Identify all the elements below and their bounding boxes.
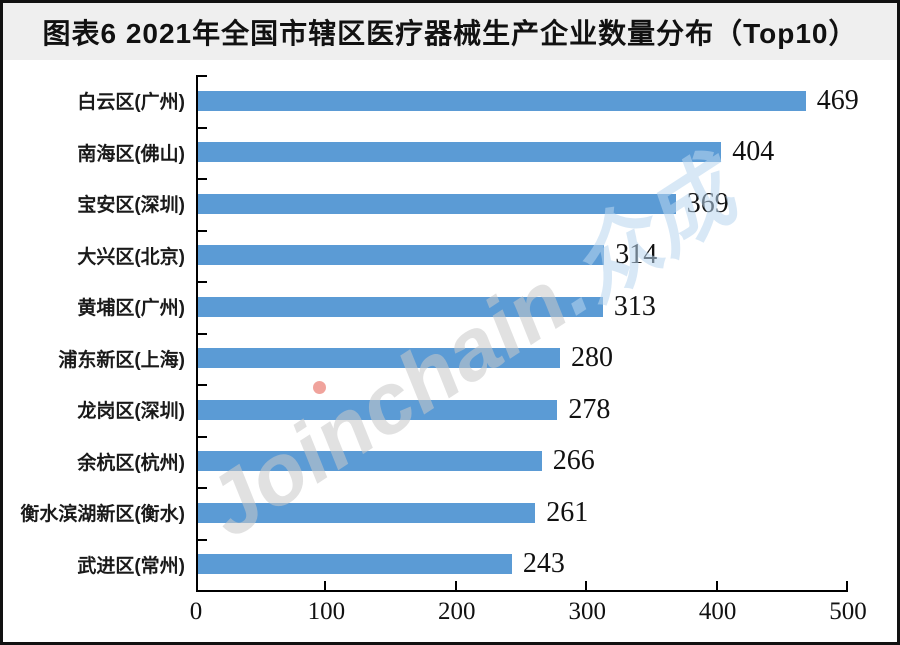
y-tick — [198, 75, 207, 77]
x-tick — [846, 581, 848, 590]
y-tick — [198, 384, 207, 386]
bar-track: 314 — [196, 239, 846, 271]
value-label: 313 — [613, 290, 656, 322]
bar — [196, 451, 542, 472]
bar-row: 龙岗区(深圳) 278 — [3, 384, 897, 436]
bar — [196, 296, 603, 317]
value-label: 266 — [552, 445, 595, 477]
bar — [196, 399, 558, 420]
x-tick-label: 500 — [829, 598, 867, 625]
category-label: 衡水滨湖新区(衡水) — [20, 504, 185, 526]
value-label: 280 — [571, 342, 613, 374]
bar — [196, 193, 676, 214]
value-label: 278 — [568, 393, 611, 425]
value-label: 404 — [732, 136, 775, 168]
category-label: 白云区(广州) — [77, 92, 185, 114]
bar-track: 369 — [196, 188, 846, 220]
bar-row: 南海区(佛山) 404 — [3, 127, 897, 179]
value-label: 469 — [816, 84, 859, 116]
bar — [196, 554, 512, 575]
x-tick — [454, 581, 457, 590]
bar — [196, 90, 806, 111]
x-tick-label: 300 — [568, 598, 606, 625]
y-tick — [198, 126, 207, 129]
y-axis — [196, 75, 207, 592]
y-tick — [198, 281, 207, 283]
bar-row: 武进区(常州) 243 — [3, 539, 897, 591]
category-label: 龙岗区(深圳) — [77, 401, 185, 423]
bar-row: 余杭区(杭州) 266 — [3, 436, 897, 488]
category-label: 黄埔区(广州) — [77, 298, 185, 320]
bar-rows: 白云区(广州) 469 南海区(佛山) 404 宝安区(深圳) 369 大兴区(… — [3, 75, 897, 590]
bar-track: 278 — [196, 394, 846, 426]
y-tick — [198, 229, 207, 232]
bar-row: 衡水滨湖新区(衡水) 261 — [3, 487, 897, 539]
bar-row: 浦东新区(上海) 280 — [3, 333, 897, 385]
x-tick — [324, 581, 327, 590]
bar — [196, 348, 560, 369]
x-axis: 0 100 200 300 400 500 — [190, 581, 867, 625]
value-label: 369 — [686, 187, 729, 219]
y-tick — [198, 435, 207, 438]
x-tick-label: 100 — [307, 598, 346, 625]
title-band: 图表6 2021年全国市辖区医疗器械生产企业数量分布（Top10） — [3, 3, 897, 60]
category-label: 南海区(佛山) — [77, 143, 185, 165]
x-tick-label: 200 — [438, 598, 476, 625]
category-label: 余杭区(杭州) — [77, 452, 185, 474]
bar-track: 261 — [196, 497, 846, 529]
y-tick — [198, 538, 207, 541]
bar-track: 243 — [196, 548, 846, 580]
value-label: 314 — [615, 239, 658, 271]
value-label: 243 — [522, 548, 565, 580]
bar-track: 280 — [196, 342, 846, 374]
category-label: 武进区(常州) — [77, 555, 185, 577]
x-tick — [715, 581, 718, 590]
x-tick-label: 400 — [698, 598, 737, 625]
y-tick — [198, 487, 207, 489]
bar-row: 白云区(广州) 469 — [3, 75, 897, 127]
bar-row: 宝安区(深圳) 369 — [3, 178, 897, 230]
plot-area: 白云区(广州) 469 南海区(佛山) 404 宝安区(深圳) 369 大兴区(… — [3, 60, 897, 642]
bar-row: 黄埔区(广州) 313 — [3, 281, 897, 333]
category-label: 大兴区(北京) — [77, 246, 185, 268]
bar — [196, 142, 722, 163]
bar-track: 469 — [196, 85, 859, 117]
bar-track: 404 — [196, 136, 846, 168]
y-tick — [198, 178, 207, 180]
chart-title: 图表6 2021年全国市辖区医疗器械生产企业数量分布（Top10） — [42, 17, 858, 49]
bar — [196, 502, 536, 523]
category-label: 宝安区(深圳) — [77, 195, 185, 217]
y-tick — [198, 332, 207, 335]
value-label: 261 — [546, 496, 589, 528]
x-tick — [585, 581, 588, 590]
x-tick-label: 0 — [189, 598, 203, 625]
bar — [196, 245, 605, 266]
bar-track: 266 — [196, 445, 846, 477]
bar-track: 313 — [196, 291, 846, 323]
category-label: 浦东新区(上海) — [58, 349, 185, 371]
bar-row: 大兴区(北京) 314 — [3, 230, 897, 282]
